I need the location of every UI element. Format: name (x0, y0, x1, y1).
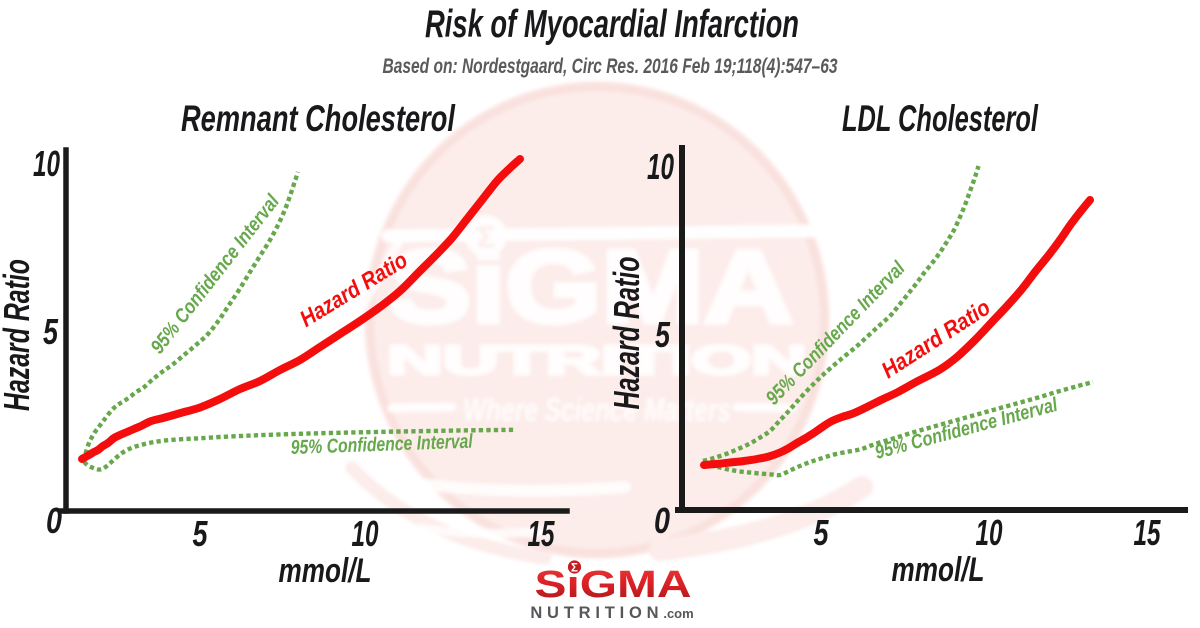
svg-text:Σ: Σ (571, 563, 578, 575)
svg-text:5: 5 (814, 512, 830, 553)
svg-text:5: 5 (655, 314, 671, 355)
svg-text:10: 10 (976, 512, 1003, 553)
svg-text:0: 0 (654, 500, 670, 541)
svg-text:NUTRITION.com: NUTRITION.com (530, 604, 693, 622)
svg-text:Where Science Matters: Where Science Matters (463, 391, 731, 428)
svg-text:SiGMA: SiGMA (389, 229, 793, 344)
svg-text:Based on: Nordestgaard, Circ R: Based on: Nordestgaard, Circ Res. 2016 F… (383, 55, 838, 78)
svg-text:Hazard Ratio: Hazard Ratio (0, 259, 37, 411)
svg-text:10: 10 (647, 146, 674, 187)
svg-text:mmol/L: mmol/L (279, 552, 372, 590)
svg-text:15: 15 (528, 513, 556, 554)
svg-text:mmol/L: mmol/L (892, 551, 985, 589)
svg-text:10: 10 (33, 143, 60, 184)
svg-text:Risk of Myocardial Infarction: Risk of Myocardial Infarction (425, 3, 799, 46)
svg-text:15: 15 (1134, 512, 1162, 553)
svg-text:5: 5 (43, 311, 59, 352)
svg-text:Remnant Cholesterol: Remnant Cholesterol (181, 98, 456, 139)
svg-text:NUTRITION: NUTRITION (387, 337, 807, 383)
svg-text:LDL Cholesterol: LDL Cholesterol (842, 98, 1038, 139)
svg-text:10: 10 (352, 513, 379, 554)
svg-text:Σ: Σ (477, 221, 495, 254)
svg-text:SiGMA: SiGMA (535, 564, 692, 606)
svg-text:5: 5 (193, 513, 209, 554)
svg-text:0: 0 (46, 500, 62, 541)
svg-text:Hazard Ratio: Hazard Ratio (606, 257, 647, 410)
